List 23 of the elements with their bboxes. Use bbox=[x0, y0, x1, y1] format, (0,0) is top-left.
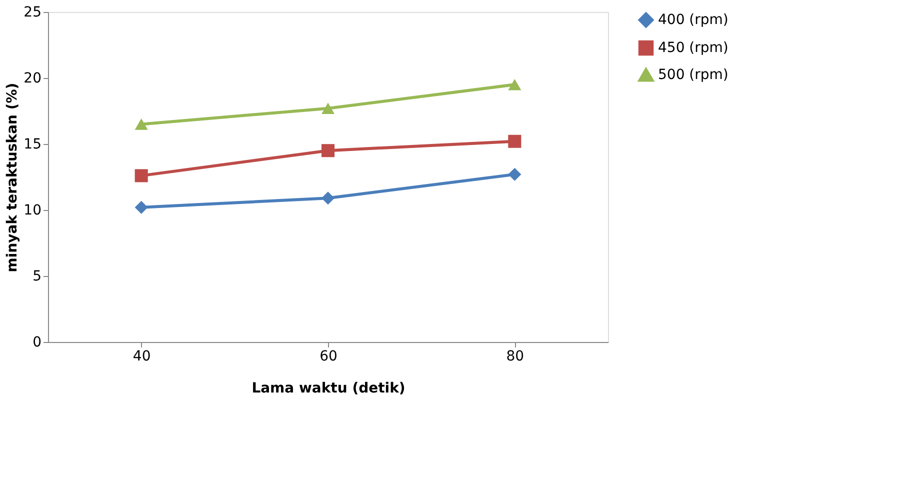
point bbox=[508, 78, 522, 90]
x-tick-label: 40 bbox=[132, 348, 151, 364]
point bbox=[321, 192, 335, 205]
y-tick-label: 25 bbox=[24, 4, 42, 20]
point bbox=[321, 102, 335, 114]
point bbox=[508, 134, 522, 148]
y-tick-label: 0 bbox=[32, 334, 42, 350]
x-axis-title: Lama waktu (detik) bbox=[252, 380, 406, 396]
legend-label: 400 (rpm) bbox=[658, 12, 728, 28]
point bbox=[134, 200, 148, 214]
legend-label: 500 (rpm) bbox=[658, 67, 728, 83]
point bbox=[134, 169, 148, 182]
y-tick-label: 15 bbox=[24, 136, 42, 152]
point bbox=[134, 118, 148, 130]
y-tick-label: 20 bbox=[24, 70, 42, 86]
y-tick-label: 5 bbox=[32, 268, 42, 284]
x-tick-label: 60 bbox=[320, 348, 338, 364]
legend-label: 450 (rpm) bbox=[658, 40, 728, 56]
y-tick-label: 10 bbox=[24, 202, 42, 218]
y-axis-title: minyak teraktuskan (%) bbox=[4, 82, 21, 272]
x-tick-label: 80 bbox=[506, 348, 524, 364]
point bbox=[508, 168, 522, 181]
point bbox=[321, 144, 335, 158]
